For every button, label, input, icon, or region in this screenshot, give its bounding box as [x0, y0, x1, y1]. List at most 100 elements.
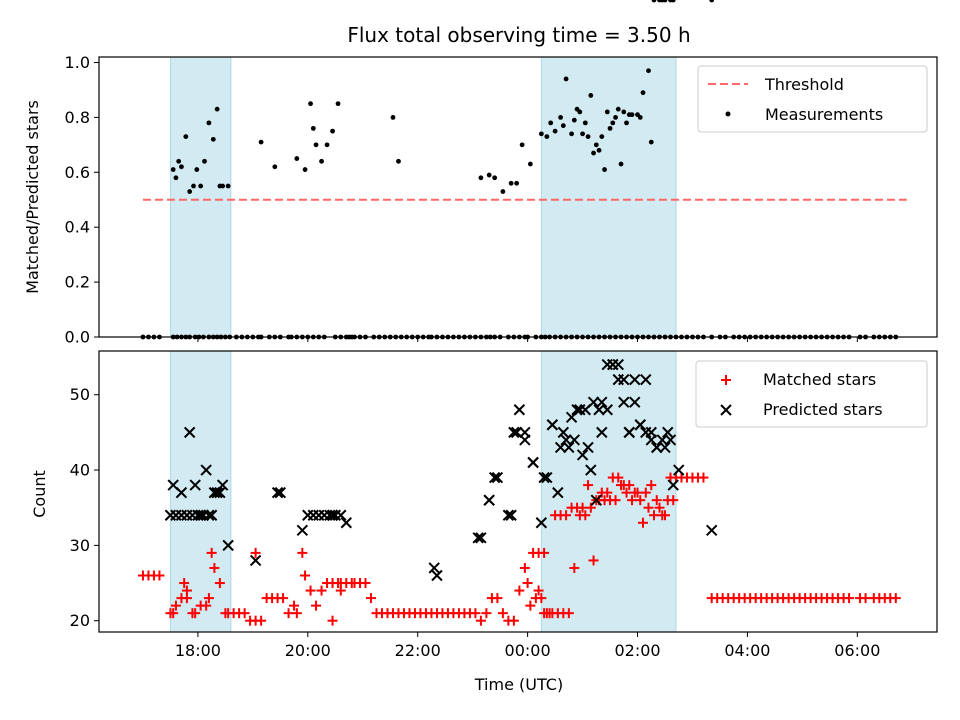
x-axis-label: Time (UTC)	[474, 675, 563, 694]
matched-star-point	[170, 600, 181, 611]
predicted-cross-b	[629, 396, 641, 408]
predicted-cross-b	[664, 434, 677, 446]
matched-star-point	[525, 600, 536, 611]
predicted-cross-b	[183, 426, 196, 439]
predicted-cross-b	[483, 494, 495, 506]
predicted-star-point	[568, 434, 581, 446]
predicted-star-point	[541, 471, 553, 484]
predicted-star-point	[200, 464, 212, 476]
predicted-star-point	[205, 509, 218, 521]
x-tick-label: 22:00	[395, 641, 441, 660]
x-tick-label: 00:00	[505, 641, 551, 660]
predicted-cross-b	[656, 434, 668, 446]
measurement-point	[558, 114, 563, 120]
predicted-cross-b	[552, 486, 564, 499]
measurement-point	[571, 117, 577, 123]
measurement-point	[588, 93, 594, 98]
predicted-cross-b	[271, 486, 284, 499]
predicted-star-point	[552, 486, 564, 499]
predicted-cross-b	[326, 509, 339, 521]
measurement-point	[272, 164, 278, 170]
predicted-star-point	[175, 486, 188, 499]
measurement-point	[220, 183, 226, 189]
measurement-point	[544, 134, 550, 140]
measurement-point	[593, 142, 599, 148]
legend-predicted-swatch	[720, 404, 732, 416]
predicted-cross-b	[527, 456, 539, 469]
matched-star-point	[533, 585, 544, 596]
predicted-star-point	[194, 509, 207, 521]
matched-star-point	[278, 593, 289, 604]
matched-star-point	[640, 487, 651, 498]
measurement-point	[580, 131, 585, 137]
predicted-cross-b	[629, 373, 641, 386]
predicted-star-point	[664, 434, 677, 446]
matched-star-point	[561, 510, 572, 521]
predicted-cross-b	[510, 426, 523, 439]
predicted-cross-b	[645, 426, 657, 439]
predicted-cross-b	[274, 486, 287, 499]
predicted-cross-b	[431, 569, 443, 582]
matched-star-point	[844, 593, 855, 604]
y-tick-label: 30	[70, 536, 90, 555]
predicted-cross-b	[475, 532, 487, 544]
matched-star-point	[311, 600, 322, 611]
predicted-cross-b	[200, 464, 212, 476]
predicted-star-point	[475, 532, 487, 544]
measurement-point	[624, 120, 629, 126]
matched-star-point	[335, 585, 346, 596]
measurement-point	[582, 120, 588, 126]
measurement-point	[187, 189, 193, 194]
count-y-axis-label: Count	[30, 470, 49, 518]
y-tick-label: 0.6	[65, 163, 90, 182]
predicted-star-point	[662, 426, 674, 439]
measurement-point	[527, 161, 533, 167]
measurement-point	[621, 109, 627, 115]
predicted-star-point	[596, 396, 608, 408]
predicted-star-point	[189, 479, 201, 491]
matched-star-point	[239, 608, 250, 619]
predicted-cross-b	[576, 449, 589, 461]
measurement-point	[202, 158, 207, 164]
measurement-point	[206, 120, 212, 126]
measurement-point	[552, 128, 558, 134]
measurement-point	[519, 142, 525, 148]
y-tick-label: 0.8	[65, 108, 90, 127]
predicted-cross-b	[535, 517, 548, 529]
predicted-star-point	[623, 426, 635, 439]
predicted-cross-b	[167, 479, 179, 491]
predicted-cross-b	[601, 404, 614, 416]
matched-star-point	[327, 615, 338, 626]
legend-matched-label: Matched stars	[763, 370, 876, 389]
predicted-star-point	[640, 373, 652, 386]
observing-windows-lower	[169, 350, 677, 633]
predicted-star-point	[651, 441, 663, 454]
predicted-star-point	[618, 396, 630, 408]
legend-measurements-label: Measurements	[765, 105, 883, 124]
predicted-star-point	[211, 486, 223, 499]
predicted-star-point	[488, 471, 501, 484]
measurement-point	[662, 0, 668, 3]
matched-star-point	[588, 555, 599, 566]
measurement-point	[585, 134, 591, 140]
predicted-cross-b	[502, 509, 515, 521]
x-tick-label: 20:00	[285, 641, 331, 660]
predicted-star-points	[164, 358, 718, 582]
count-panel: 20 30 40 50 18:00 20:00 22:00 00:00 02:00 04:00 0…	[30, 350, 938, 694]
predicted-star-point	[546, 419, 559, 431]
predicted-star-point	[326, 509, 339, 521]
predicted-cross-b	[428, 562, 440, 574]
measurement-point	[330, 128, 335, 134]
predicted-cross-b	[568, 434, 581, 446]
predicted-cross-b	[571, 404, 583, 416]
measurement-point	[637, 114, 643, 120]
predicted-star-point	[601, 404, 614, 416]
predicted-star-point	[596, 426, 608, 439]
measurement-point	[646, 68, 651, 74]
ratio-legend: Threshold Measurements	[697, 65, 928, 133]
measurement-point	[170, 167, 176, 172]
y-tick-label: 20	[70, 611, 90, 630]
matched-star-points	[137, 472, 901, 626]
